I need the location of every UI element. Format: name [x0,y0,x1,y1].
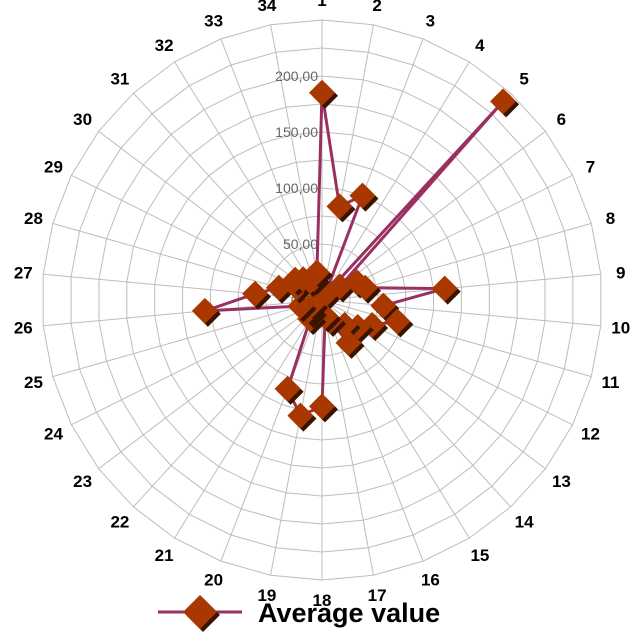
data-marker [370,292,397,319]
legend-label: Average value [258,598,440,628]
data-marker [309,79,335,106]
category-label: 31 [110,69,129,88]
category-label: 15 [470,546,489,565]
category-label: 28 [24,209,43,228]
category-label: 16 [421,571,440,590]
category-label: 17 [368,586,387,605]
category-label: 12 [581,425,600,444]
grid-spoke [133,299,323,508]
grid-spoke [321,299,592,378]
category-label: 19 [257,586,276,605]
data-marker [349,182,376,209]
data-marker [384,308,411,335]
grid-spoke [270,24,323,301]
category-label: 13 [552,472,571,491]
category-label: 4 [475,36,485,55]
data-marker [242,280,269,307]
category-label: 1 [317,0,326,10]
grid-spoke [174,299,323,539]
category-label: 3 [426,11,435,30]
category-label: 11 [602,373,620,392]
data-marker [274,375,301,402]
grid-spoke [43,299,323,327]
category-label: 8 [606,209,615,228]
grid-spoke [71,299,323,426]
category-label: 20 [204,571,223,590]
category-label: 33 [204,11,223,30]
series-average-value [191,79,520,432]
data-marker [303,259,330,286]
data-marker [431,275,458,302]
category-label: 7 [586,157,595,176]
data-marker [352,274,379,301]
category-label: 29 [44,157,63,176]
category-label: 18 [313,591,332,610]
grid-spoke [321,299,601,327]
data-marker [287,402,314,429]
radial-tick-label: 50,00 [283,236,318,252]
radar-grid [42,19,602,581]
radial-tick-label: 200,00 [275,68,318,84]
grid-spoke [98,130,323,301]
radial-tick-label: 150,00 [275,124,318,140]
radial-tick-label: 100,00 [275,180,318,196]
data-marker [309,393,335,420]
grid-spoke [270,299,323,576]
category-label: 2 [372,0,381,15]
category-label: 26 [14,319,33,338]
category-label: 32 [155,36,174,55]
category-label: 25 [24,373,43,392]
grid-spoke [321,299,424,562]
data-marker [326,273,353,300]
category-label: 30 [73,110,92,129]
category-label: 24 [44,425,63,444]
data-marker [287,293,314,320]
grid-spoke [174,61,323,301]
category-label: 9 [616,263,625,282]
category-labels: 1 234567891011121314151617181920212223242… [14,0,630,610]
data-marker [335,329,362,356]
grid-spoke [52,299,323,378]
legend: Average value [158,595,440,632]
category-label: 10 [611,319,630,338]
category-label: 27 [14,263,33,282]
data-marker [490,88,517,115]
grid-spoke [133,92,323,301]
category-label: 22 [110,513,129,532]
category-label: 23 [73,472,92,491]
data-marker [191,297,218,324]
data-marker [326,193,353,220]
category-label: 34 [257,0,276,15]
category-label: 14 [515,513,534,532]
category-label: 21 [155,546,174,565]
grid-spoke [220,38,323,301]
legend-marker-icon [183,595,217,629]
category-label: 5 [519,69,528,88]
grid-spoke [98,299,323,470]
category-label: 6 [557,110,566,129]
grid-spoke [220,299,323,562]
grid-spoke [321,299,374,576]
grid-spoke [321,24,374,301]
grid-spoke [321,61,470,301]
